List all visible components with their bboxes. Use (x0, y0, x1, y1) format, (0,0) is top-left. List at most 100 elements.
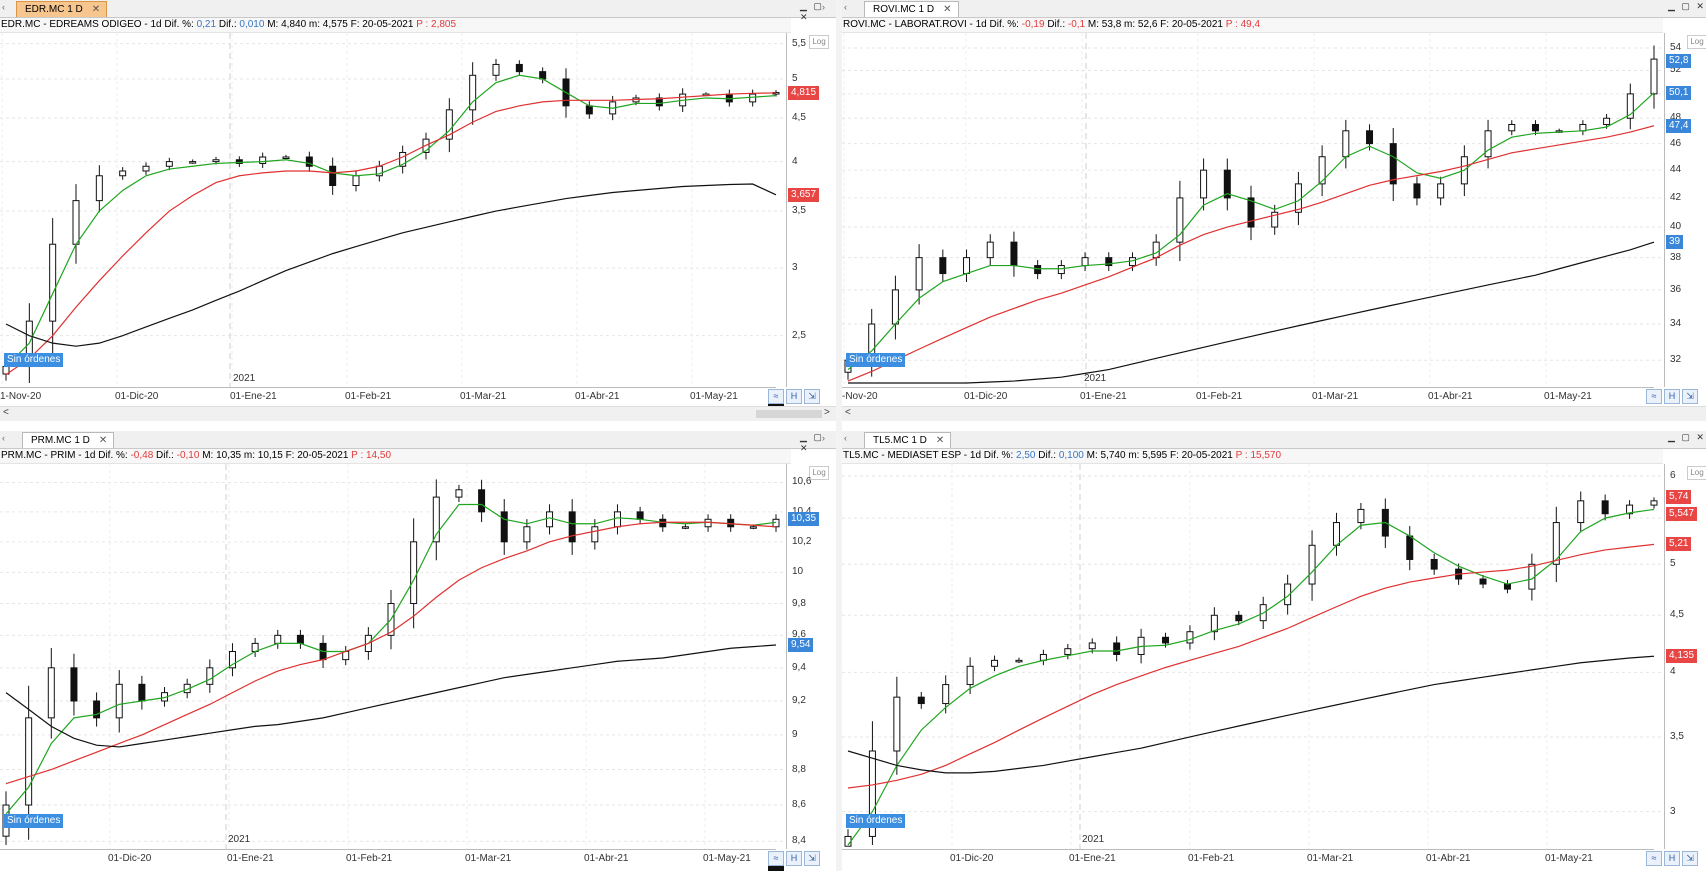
log-scale-toggle[interactable]: Log (1687, 35, 1706, 49)
chart-tools[interactable]: ≈ H ⇲ (1644, 389, 1698, 405)
draw-tool-icon[interactable]: ≈ (1646, 389, 1662, 404)
scroll-right-icon[interactable]: > (824, 407, 830, 418)
x-tick-label: 01-May-21 (1545, 853, 1593, 864)
log-scale-toggle[interactable]: Log (809, 466, 829, 480)
orders-badge[interactable]: Sin órdenes (4, 353, 64, 367)
window-buttons[interactable]: ▁ ▢ ✕ (800, 432, 824, 453)
log-scale-toggle[interactable]: Log (809, 35, 829, 49)
close-tab-icon[interactable]: ✕ (98, 435, 108, 446)
horizontal-scrollbar[interactable]: < > (0, 406, 836, 421)
y-tick-label: 44 (1670, 164, 1682, 176)
x-tick-label: 01-Mar-21 (1307, 853, 1354, 864)
tab-edr[interactable]: EDR.MC 1 D ✕ (16, 1, 108, 17)
zoom-icon[interactable]: ⇲ (1682, 851, 1698, 866)
scroll-thumb[interactable] (756, 410, 822, 418)
horizontal-scrollbar[interactable]: < (842, 406, 1706, 421)
candle-body (523, 526, 531, 543)
price-p-value: P : 49,4 (1225, 19, 1261, 30)
tab-prm[interactable]: PRM.MC 1 D ✕ (22, 432, 115, 448)
scroll-left-icon[interactable]: < (3, 407, 9, 418)
y-tick-label: 48 (1670, 112, 1682, 124)
price-label: 3,657 (788, 187, 820, 202)
draw-tool-icon[interactable]: ≈ (768, 389, 784, 404)
draw-tool-icon[interactable]: ≈ (768, 851, 784, 866)
close-tab-icon[interactable]: ✕ (91, 4, 101, 15)
y-tick-label: 8,8 (792, 763, 806, 775)
save-icon[interactable]: H (786, 851, 802, 866)
candle-body (478, 489, 486, 513)
symbol-info: TL5.MC - MEDIASET ESP - 1d Dif. %: (843, 450, 1014, 461)
price-plot-area[interactable]: 2021 Sin órdenes (842, 464, 1664, 849)
window-buttons[interactable]: ▁ ▢ ✕ (1668, 1, 1706, 11)
tab-rovi[interactable]: ROVI.MC 1 D ✕ (864, 1, 959, 17)
candle-body (917, 696, 925, 705)
change-label: Dif.: (156, 450, 174, 461)
log-scale-toggle[interactable]: Log (1687, 466, 1706, 480)
tab-scroll-left-icon[interactable]: ‹ (844, 2, 847, 12)
orders-badge[interactable]: Sin órdenes (846, 814, 906, 828)
tab-tl5[interactable]: TL5.MC 1 D ✕ (864, 432, 952, 448)
candle-body (235, 159, 243, 164)
candle-body (939, 257, 947, 275)
window-buttons[interactable]: ▁ ▢ ✕ (800, 1, 824, 22)
tab-scroll-right-icon[interactable]: › (822, 2, 825, 12)
candle-body (70, 667, 78, 702)
tab-scroll-right-icon[interactable]: › (822, 433, 825, 443)
tab-scroll-left-icon[interactable]: ‹ (2, 2, 5, 12)
candle-body (1176, 197, 1184, 243)
chart-tools[interactable]: ≈ H ⇲ (766, 851, 836, 871)
candlestick-chart[interactable] (0, 33, 786, 387)
candle-body (1308, 544, 1316, 585)
draw-tool-icon[interactable]: ≈ (1646, 851, 1662, 866)
candle-body (1650, 58, 1658, 95)
year-marker: 2021 (228, 834, 251, 845)
y-axis[interactable]: Log 545250484644424038363432 52,850,147,… (1664, 33, 1706, 387)
save-icon[interactable]: H (1664, 389, 1680, 404)
tab-scroll-left-icon[interactable]: ‹ (2, 433, 5, 443)
price-plot-area[interactable]: 2021 Sin órdenes (0, 33, 786, 387)
candlestick-chart[interactable] (0, 464, 786, 849)
y-tick-label: 3 (1670, 805, 1676, 817)
x-tick-label: 01-Mar-21 (460, 391, 507, 402)
close-tab-icon[interactable]: ✕ (943, 4, 952, 15)
y-tick-label: 10,4 (792, 506, 811, 517)
candle-body (282, 156, 290, 160)
zoom-icon[interactable]: ⇲ (804, 851, 820, 866)
candle-body (1034, 265, 1042, 275)
scroll-left-icon[interactable]: < (845, 407, 851, 418)
price-label: 52,8 (1666, 54, 1692, 69)
year-marker: 2021 (1082, 834, 1105, 845)
candle-body (591, 526, 599, 543)
candle-body (93, 700, 101, 719)
candlestick-chart[interactable] (842, 33, 1664, 387)
orders-badge[interactable]: Sin órdenes (4, 814, 64, 828)
price-plot-area[interactable]: 2021 Sin órdenes (842, 33, 1664, 387)
x-tick-label: 01-Mar-21 (465, 853, 512, 864)
tab-bar: ‹ EDR.MC 1 D ✕ › (0, 0, 836, 18)
save-icon[interactable]: H (786, 389, 802, 404)
y-axis[interactable]: Log 10,6 10,4 10,2 10 9,8 9,6 9,4 9,2 9 8,8 8,6 8,4… (786, 464, 829, 849)
x-tick-label: 01-Feb-21 (1188, 853, 1235, 864)
chart-tools[interactable]: ≈ H ⇲ (1644, 851, 1698, 867)
y-axis[interactable]: Log 5,5 5 4,5 4 3,5 3 2,5 4,815 3,657 (786, 33, 829, 387)
candle-body (47, 667, 55, 719)
tab-scroll-left-icon[interactable]: ‹ (844, 433, 847, 443)
candle-body (25, 717, 33, 806)
chart-tools[interactable]: ≈ H ⇲ (766, 389, 836, 419)
candle-body (259, 156, 267, 164)
candle-body (891, 289, 899, 325)
orders-badge[interactable]: Sin órdenes (846, 353, 906, 367)
candle-body (305, 156, 313, 167)
price-plot-area[interactable]: 2021 Sin órdenes (0, 464, 786, 849)
price-label: 47,4 (1666, 118, 1692, 133)
close-tab-icon[interactable]: ✕ (935, 435, 945, 446)
zoom-icon[interactable]: ⇲ (1682, 389, 1698, 404)
candlestick-chart[interactable] (842, 464, 1664, 849)
save-icon[interactable]: H (1664, 851, 1680, 866)
color-icon[interactable] (768, 866, 784, 871)
candle-body (1484, 130, 1492, 158)
window-buttons[interactable]: ▁ ▢ ✕ (1668, 432, 1706, 442)
zoom-icon[interactable]: ⇲ (804, 389, 820, 404)
candle-body (138, 683, 146, 702)
